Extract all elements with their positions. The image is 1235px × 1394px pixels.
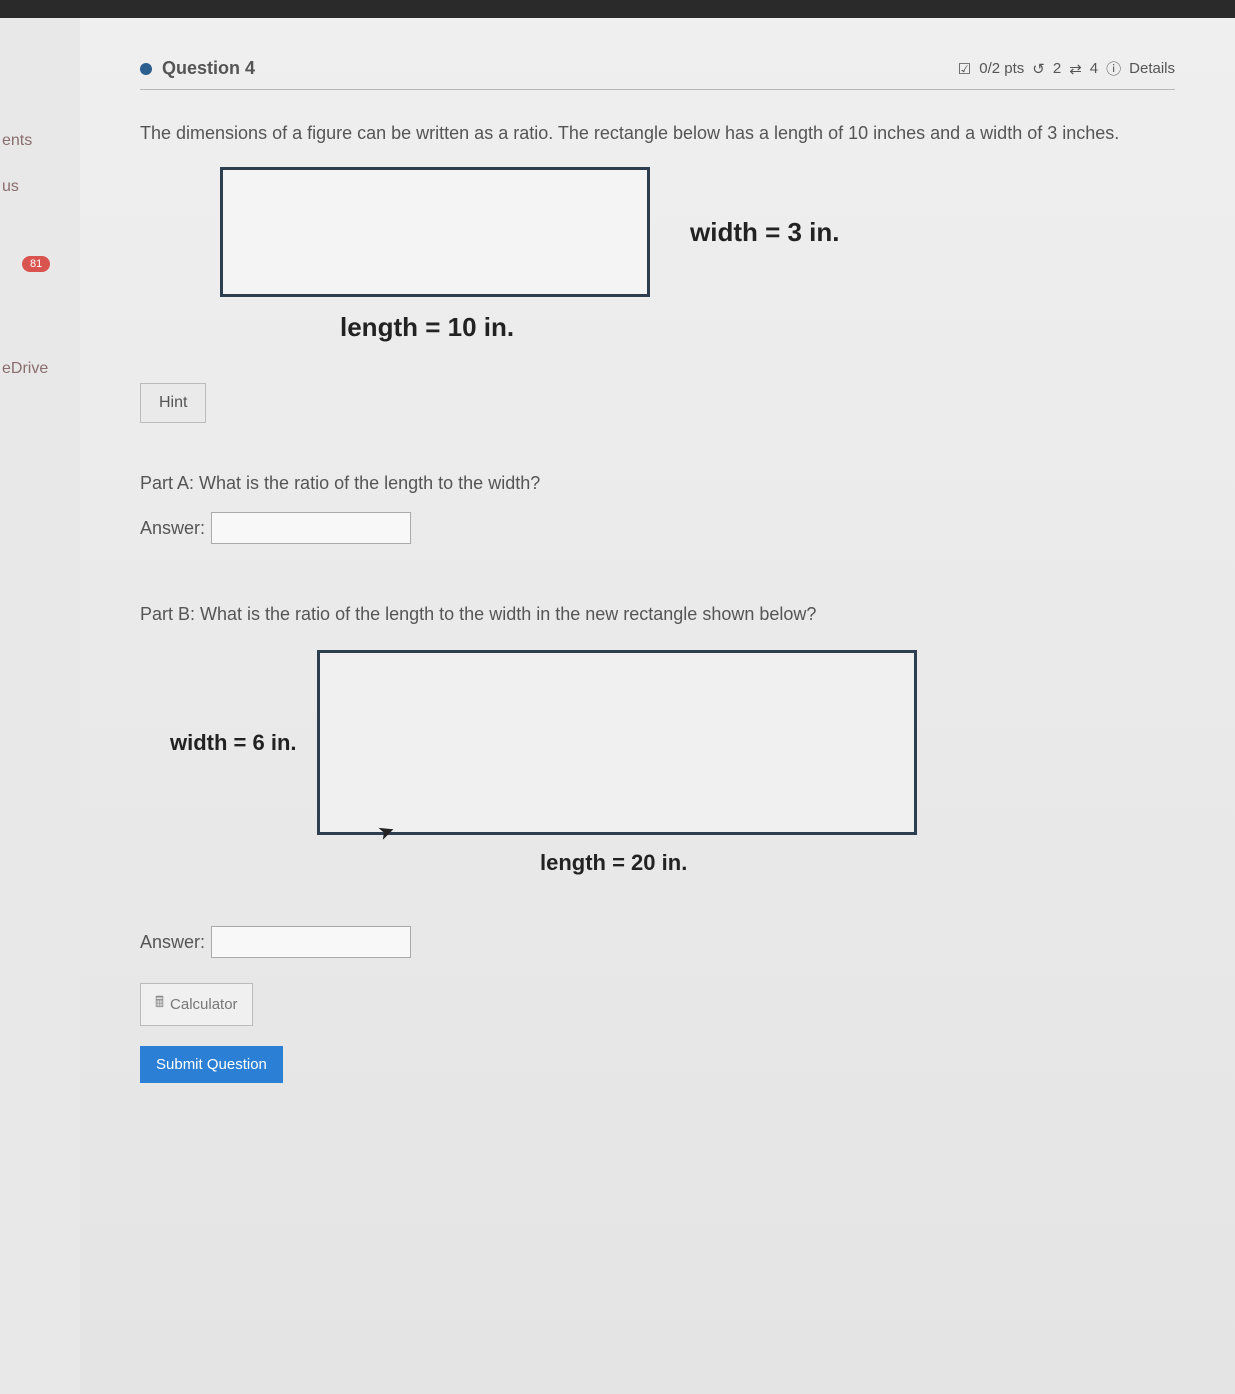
hint-button[interactable]: Hint — [140, 383, 206, 423]
attempt-count-2: 4 — [1090, 60, 1098, 77]
info-icon: ⓘ — [1106, 58, 1121, 79]
rectangle-1 — [220, 167, 650, 297]
problem-intro: The dimensions of a figure can be writte… — [140, 120, 1175, 147]
retry-icon: ↺ — [1032, 60, 1045, 78]
attempt-count-1: 2 — [1053, 60, 1061, 77]
answer-label-a: Answer: — [140, 518, 205, 539]
checkbox-icon: ☑ — [958, 60, 971, 78]
submit-button[interactable]: Submit Question — [140, 1046, 283, 1083]
question-header: Question 4 ☑ 0/2 pts ↺ 2 ⇄ 4 ⓘ Details — [140, 58, 1175, 90]
details-link[interactable]: Details — [1129, 60, 1175, 77]
question-bullet-icon — [140, 63, 152, 75]
points-text: 0/2 pts — [979, 60, 1024, 77]
figure-1: width = 3 in. — [220, 167, 1175, 297]
question-content: Question 4 ☑ 0/2 pts ↺ 2 ⇄ 4 ⓘ Details T… — [80, 18, 1235, 1394]
width-label-2: width = 6 in. — [170, 730, 297, 756]
part-b-answer-row: Answer: — [140, 926, 1175, 958]
sidebar-item-ents[interactable]: ents — [0, 128, 32, 154]
part-b-answer-input[interactable] — [211, 926, 411, 958]
window-topbar — [0, 0, 1235, 18]
question-title-group: Question 4 — [140, 58, 255, 79]
rectangle-2: ➤ — [317, 650, 917, 835]
figure-2: width = 6 in. ➤ — [170, 650, 1175, 835]
answer-label-b: Answer: — [140, 932, 205, 953]
notification-badge[interactable]: 81 — [22, 256, 50, 272]
sidebar-item-edrive[interactable]: eDrive — [0, 356, 48, 382]
sidebar-badge-row: 81 — [0, 250, 50, 276]
length-label-2: length = 20 in. — [540, 850, 1175, 876]
part-a-answer-row: Answer: — [140, 512, 1175, 544]
part-a-answer-input[interactable] — [211, 512, 411, 544]
calculator-icon: 🖩 — [155, 992, 164, 1017]
sidebar-item-us[interactable]: us — [0, 174, 19, 200]
part-b-prompt: Part B: What is the ratio of the length … — [140, 604, 1175, 625]
part-a-prompt: Part A: What is the ratio of the length … — [140, 473, 1175, 494]
cursor-icon: ➤ — [374, 817, 398, 846]
width-label-1: width = 3 in. — [690, 217, 840, 248]
length-label-1: length = 10 in. — [340, 312, 1175, 343]
question-title: Question 4 — [162, 58, 255, 79]
calculator-button[interactable]: 🖩 Calculator — [140, 983, 253, 1026]
sidebar: ents us 81 eDrive — [0, 18, 80, 1394]
calculator-label: Calculator — [170, 996, 238, 1013]
swap-icon: ⇄ — [1069, 60, 1082, 78]
question-meta: ☑ 0/2 pts ↺ 2 ⇄ 4 ⓘ Details — [958, 58, 1175, 79]
page: ents us 81 eDrive Question 4 ☑ 0/2 pts ↺… — [0, 18, 1235, 1394]
